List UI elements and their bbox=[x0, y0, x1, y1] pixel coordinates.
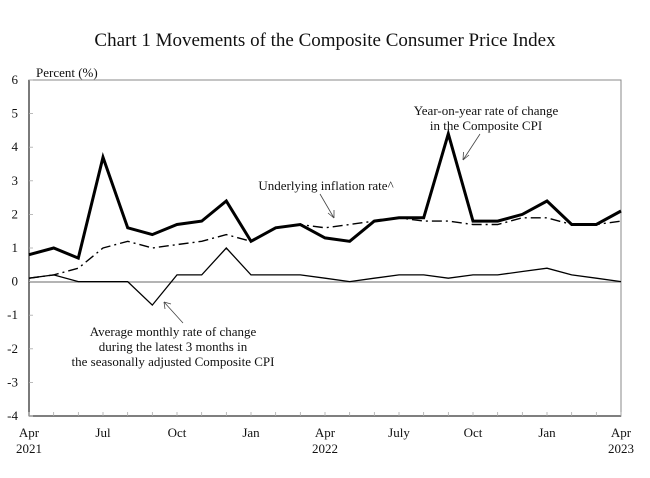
annotation-yoy-line2: in the Composite CPI bbox=[430, 118, 542, 133]
annotation-underlying-arrowhead bbox=[327, 210, 335, 219]
annotation-3m-line2: during the latest 3 months in bbox=[99, 339, 248, 354]
x-tick-label: Oct bbox=[464, 425, 483, 440]
x-tick-label: Jul bbox=[95, 425, 111, 440]
annotation-3m-arrowhead bbox=[163, 301, 172, 310]
y-tick-label: -4 bbox=[7, 408, 18, 423]
y-tick-label: 6 bbox=[12, 72, 19, 87]
y-tick-label: 5 bbox=[12, 106, 19, 121]
x-tick-label: Oct bbox=[168, 425, 187, 440]
y-tick-label: 0 bbox=[12, 274, 19, 289]
x-tick-label: Apr bbox=[19, 425, 40, 440]
y-tick-label: 3 bbox=[12, 173, 19, 188]
chart-title: Chart 1 Movements of the Composite Consu… bbox=[94, 30, 556, 51]
y-tick-label: 4 bbox=[12, 139, 19, 154]
annotation-yoy-line1: Year-on-year rate of change bbox=[414, 103, 559, 118]
y-tick-label: 2 bbox=[12, 206, 19, 221]
x-tick-label: Jan bbox=[538, 425, 556, 440]
series-line-underlying-inflation bbox=[28, 217, 622, 279]
x-tick-label: Apr bbox=[315, 425, 336, 440]
annotation-3m-line1: Average monthly rate of change bbox=[90, 324, 257, 339]
annotation-underlying: Underlying inflation rate^ bbox=[258, 178, 393, 193]
y-tick-label: -2 bbox=[7, 341, 18, 356]
x-tick-year-label: 2021 bbox=[16, 441, 42, 456]
annotation-underlying-arrow bbox=[319, 193, 335, 219]
y-tick-label: 1 bbox=[12, 240, 19, 255]
x-tick-year-label: 2023 bbox=[608, 441, 634, 456]
annotation-yoy-arrow bbox=[462, 133, 481, 161]
x-tick-year-label: 2022 bbox=[312, 441, 338, 456]
y-tick-label: -1 bbox=[7, 307, 18, 322]
series-line-3m-avg-sa-cpi bbox=[28, 247, 622, 307]
annotation-3m-line3: the seasonally adjusted Composite CPI bbox=[72, 354, 275, 369]
x-tick-label: Apr bbox=[611, 425, 632, 440]
y-tick-label: -3 bbox=[7, 374, 18, 389]
series-line-yoy-composite-cpi bbox=[28, 128, 622, 261]
x-tick-label: July bbox=[388, 425, 410, 440]
annotation-3m-arrow bbox=[163, 301, 184, 324]
y-axis-label: Percent (%) bbox=[36, 65, 98, 80]
x-tick-label: Jan bbox=[242, 425, 260, 440]
annotation-yoy-arrowhead bbox=[462, 151, 470, 161]
